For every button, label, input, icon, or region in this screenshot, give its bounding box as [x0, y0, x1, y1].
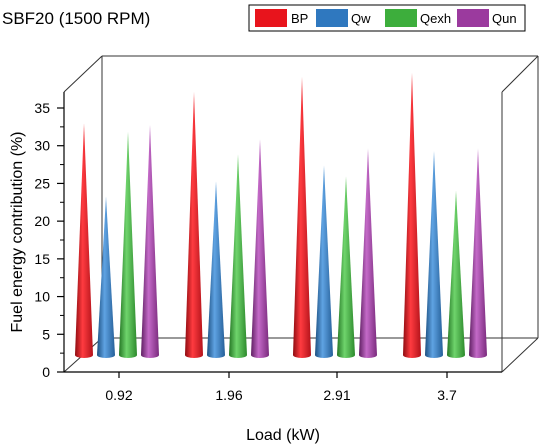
cone-qw-1.96 — [207, 181, 225, 358]
x-axis-ticks: 0.92 1.96 2.91 3.7 — [105, 372, 457, 403]
x-tick-label: 2.91 — [323, 387, 350, 403]
y-axis-ticks: 0 5 10 15 20 25 30 35 — [34, 100, 64, 380]
y-tick-label: 5 — [42, 326, 50, 342]
cone-body — [447, 190, 465, 358]
legend-swatch-qun — [457, 9, 489, 27]
cone-body — [425, 151, 443, 358]
x-tick-label: 0.92 — [105, 387, 132, 403]
cone-qw-0.92 — [97, 196, 115, 358]
y-tick-label: 0 — [42, 364, 50, 380]
cone-qexh-1.96 — [229, 154, 247, 358]
frame-depth-bottom-right — [501, 337, 539, 373]
cone-body — [469, 148, 487, 358]
cone-body — [229, 154, 247, 358]
cone-qexh-3.7 — [447, 190, 465, 358]
y-axis-label: Fuel energy contribution (%) — [9, 132, 26, 333]
cone-body — [251, 139, 269, 358]
legend-swatch-qexh — [385, 9, 417, 27]
frame-depth-top-right — [501, 55, 539, 93]
cone-qun-2.91 — [359, 148, 377, 358]
cone-body — [293, 76, 311, 358]
y-tick-label: 30 — [34, 138, 50, 154]
cone-body — [207, 181, 225, 358]
cone-body — [359, 148, 377, 358]
cone-body — [75, 123, 93, 358]
cone-bp-2.91 — [293, 76, 311, 358]
y-tick-label: 25 — [34, 175, 50, 191]
cones-layer — [75, 72, 487, 359]
y-tick-label: 10 — [34, 289, 50, 305]
cone-body — [141, 124, 159, 358]
cone-body — [315, 165, 333, 358]
chart-title: SBF20 (1500 RPM) — [2, 9, 150, 28]
y-tick-label: 35 — [34, 100, 50, 116]
cone-bp-3.7 — [403, 72, 421, 359]
legend-label-qexh: Qexh — [420, 11, 451, 26]
y-tick-label: 15 — [34, 251, 50, 267]
cone-body — [403, 72, 421, 359]
legend-label-qw: Qw — [351, 11, 371, 26]
cone-qexh-0.92 — [119, 131, 137, 358]
x-tick-label: 1.96 — [215, 387, 242, 403]
cone-qw-2.91 — [315, 165, 333, 358]
cone-qun-1.96 — [251, 139, 269, 358]
cone-body — [337, 176, 355, 358]
legend: BP Qw Qexh Qun — [248, 4, 526, 32]
frame-depth-top-left — [63, 55, 103, 93]
cone-body — [119, 131, 137, 358]
x-tick-label: 3.7 — [437, 387, 457, 403]
cone-qw-3.7 — [425, 151, 443, 358]
cone-body — [97, 196, 115, 358]
y-tick-label: 20 — [34, 213, 50, 229]
legend-swatch-bp — [255, 9, 287, 27]
x-axis-label: Load (kW) — [246, 427, 320, 444]
cone-bp-1.96 — [185, 92, 203, 359]
cone-qun-3.7 — [469, 148, 487, 358]
cone-body — [185, 92, 203, 359]
legend-label-qun: Qun — [492, 11, 517, 26]
legend-label-bp: BP — [291, 11, 308, 26]
cone-qun-0.92 — [141, 124, 159, 358]
cone-bp-0.92 — [75, 123, 93, 358]
legend-swatch-qw — [316, 9, 348, 27]
cone-qexh-2.91 — [337, 176, 355, 358]
